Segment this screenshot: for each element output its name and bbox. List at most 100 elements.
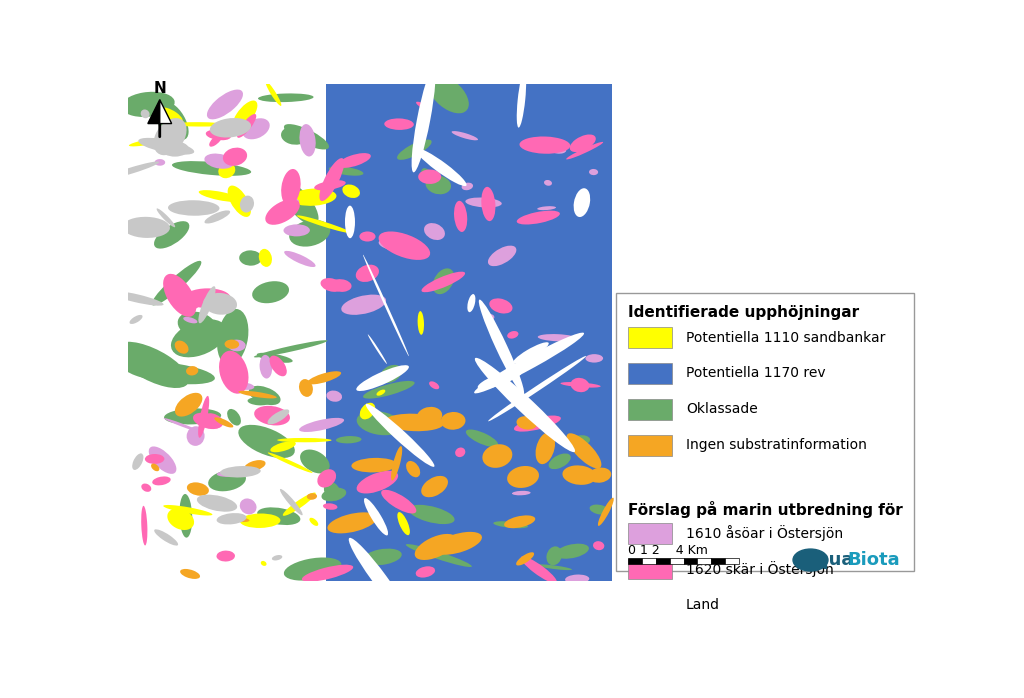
Ellipse shape [217, 469, 253, 477]
Bar [642, 558, 655, 564]
Ellipse shape [284, 124, 329, 149]
Ellipse shape [307, 371, 341, 385]
Ellipse shape [418, 311, 424, 335]
Ellipse shape [351, 458, 397, 473]
Ellipse shape [171, 319, 226, 357]
Ellipse shape [519, 137, 570, 154]
Ellipse shape [193, 413, 221, 429]
Ellipse shape [366, 403, 434, 467]
Ellipse shape [412, 68, 435, 172]
Ellipse shape [278, 438, 332, 443]
Ellipse shape [205, 154, 233, 169]
Ellipse shape [257, 507, 300, 525]
Ellipse shape [415, 148, 467, 186]
Ellipse shape [424, 223, 445, 240]
Ellipse shape [180, 569, 200, 579]
Ellipse shape [321, 278, 343, 292]
Ellipse shape [364, 549, 401, 565]
Ellipse shape [227, 186, 251, 217]
Ellipse shape [173, 122, 224, 126]
Ellipse shape [284, 558, 342, 581]
Ellipse shape [207, 89, 243, 119]
Ellipse shape [270, 441, 296, 452]
FancyBboxPatch shape [628, 523, 672, 544]
Ellipse shape [164, 408, 221, 424]
Ellipse shape [206, 130, 231, 140]
Ellipse shape [572, 435, 590, 445]
Ellipse shape [179, 494, 193, 537]
Bar [684, 558, 697, 564]
Text: Identifierade upphöjningar: Identifierade upphöjningar [628, 305, 859, 320]
Ellipse shape [249, 386, 281, 405]
Ellipse shape [239, 425, 295, 458]
Ellipse shape [269, 355, 287, 376]
Ellipse shape [243, 118, 269, 140]
Ellipse shape [417, 407, 442, 426]
Ellipse shape [141, 484, 152, 492]
Ellipse shape [280, 489, 303, 515]
Ellipse shape [163, 505, 212, 516]
Ellipse shape [148, 447, 176, 474]
Ellipse shape [299, 124, 315, 156]
Text: Potentiella 1170 rev: Potentiella 1170 rev [686, 366, 825, 380]
Ellipse shape [324, 482, 341, 500]
Ellipse shape [384, 119, 414, 130]
Ellipse shape [299, 379, 313, 397]
Ellipse shape [219, 350, 249, 394]
Bar [128, 84, 612, 581]
Ellipse shape [422, 272, 465, 292]
Ellipse shape [186, 426, 205, 446]
Ellipse shape [560, 382, 601, 387]
Ellipse shape [342, 184, 360, 198]
Ellipse shape [267, 452, 312, 473]
Bar [725, 558, 739, 564]
Ellipse shape [440, 412, 466, 430]
Ellipse shape [154, 118, 186, 155]
Ellipse shape [454, 201, 467, 232]
FancyBboxPatch shape [628, 363, 672, 384]
Ellipse shape [187, 482, 209, 496]
Ellipse shape [356, 470, 398, 493]
Ellipse shape [116, 342, 188, 388]
Ellipse shape [209, 134, 222, 147]
Ellipse shape [168, 200, 219, 216]
Ellipse shape [154, 221, 189, 248]
Ellipse shape [123, 217, 170, 238]
Ellipse shape [521, 556, 557, 584]
Ellipse shape [232, 101, 257, 131]
Ellipse shape [536, 565, 572, 570]
Ellipse shape [569, 135, 596, 152]
Ellipse shape [164, 418, 201, 432]
Text: Land: Land [686, 597, 720, 612]
Ellipse shape [287, 198, 299, 205]
Ellipse shape [356, 411, 402, 436]
Ellipse shape [252, 281, 289, 303]
Ellipse shape [573, 188, 590, 217]
Ellipse shape [549, 454, 570, 469]
Ellipse shape [359, 403, 375, 419]
Bar [327, 84, 612, 581]
Text: Förslag på marin utbredning för: Förslag på marin utbredning för [628, 500, 903, 518]
Ellipse shape [282, 183, 318, 225]
Ellipse shape [299, 418, 344, 432]
Ellipse shape [452, 131, 478, 140]
Ellipse shape [272, 555, 283, 560]
Ellipse shape [159, 107, 183, 124]
Ellipse shape [281, 126, 308, 144]
Text: 1610 åsöar i Östersjön: 1610 åsöar i Östersjön [686, 525, 843, 541]
Ellipse shape [407, 461, 420, 477]
Ellipse shape [152, 463, 160, 471]
Ellipse shape [183, 317, 198, 323]
Ellipse shape [377, 389, 385, 396]
Ellipse shape [228, 340, 246, 351]
Ellipse shape [355, 265, 379, 282]
Ellipse shape [158, 115, 169, 136]
Ellipse shape [109, 291, 164, 306]
Ellipse shape [488, 356, 586, 422]
Ellipse shape [204, 293, 237, 315]
FancyBboxPatch shape [628, 435, 672, 456]
Ellipse shape [199, 286, 216, 323]
Ellipse shape [237, 114, 256, 138]
Ellipse shape [359, 232, 376, 242]
Ellipse shape [210, 118, 251, 138]
